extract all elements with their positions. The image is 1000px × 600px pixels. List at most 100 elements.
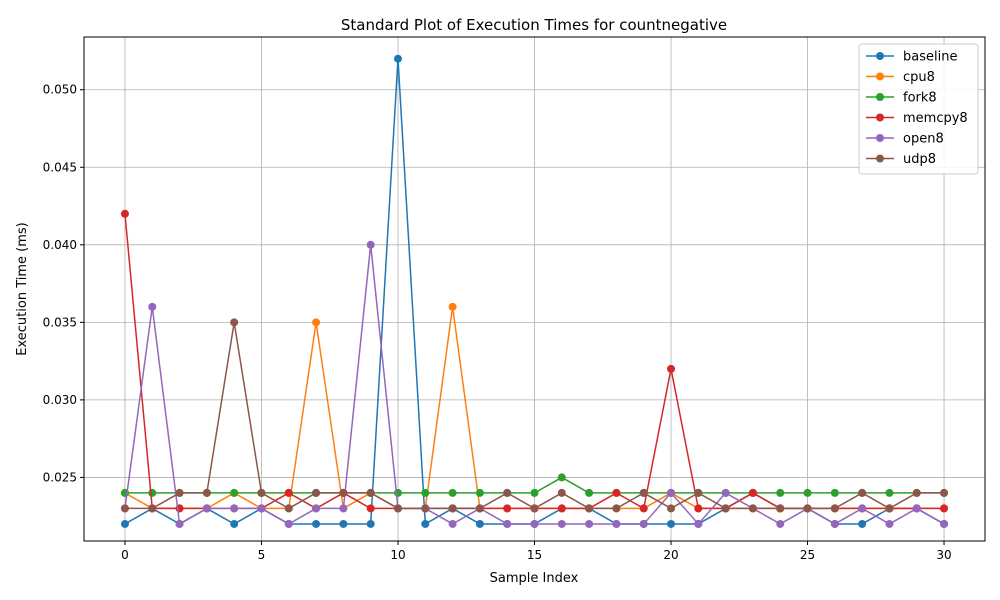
data-point-udp8 bbox=[421, 504, 430, 513]
data-point-open8 bbox=[339, 504, 348, 513]
data-point-udp8 bbox=[366, 488, 375, 497]
data-point-open8 bbox=[202, 504, 211, 513]
series-layer bbox=[120, 54, 949, 528]
data-point-fork8 bbox=[830, 488, 839, 497]
data-point-baseline bbox=[393, 54, 402, 63]
data-point-udp8 bbox=[339, 488, 348, 497]
data-point-baseline bbox=[312, 519, 321, 528]
data-point-udp8 bbox=[667, 504, 676, 513]
data-point-udp8 bbox=[230, 318, 239, 327]
data-point-udp8 bbox=[530, 504, 539, 513]
data-point-open8 bbox=[885, 519, 894, 528]
data-point-baseline bbox=[120, 519, 129, 528]
x-tick-label: 25 bbox=[800, 548, 815, 562]
data-point-baseline bbox=[858, 519, 867, 528]
data-point-open8 bbox=[284, 519, 293, 528]
x-tick-label: 30 bbox=[936, 548, 951, 562]
data-point-udp8 bbox=[694, 488, 703, 497]
data-point-udp8 bbox=[557, 488, 566, 497]
data-point-udp8 bbox=[393, 504, 402, 513]
data-point-udp8 bbox=[120, 504, 129, 513]
chart-title: Standard Plot of Execution Times for cou… bbox=[341, 16, 727, 34]
data-point-memcpy8 bbox=[612, 488, 621, 497]
data-point-open8 bbox=[612, 519, 621, 528]
data-point-open8 bbox=[530, 519, 539, 528]
data-point-udp8 bbox=[148, 504, 157, 513]
y-tick-label: 0.030 bbox=[43, 393, 77, 407]
legend-marker bbox=[876, 134, 884, 142]
x-tick-label: 10 bbox=[390, 548, 405, 562]
data-point-memcpy8 bbox=[284, 488, 293, 497]
data-point-udp8 bbox=[585, 504, 594, 513]
legend-marker bbox=[876, 52, 884, 60]
y-axis-title: Execution Time (ms) bbox=[15, 222, 30, 355]
data-point-memcpy8 bbox=[366, 504, 375, 513]
y-tick-label: 0.050 bbox=[43, 83, 77, 97]
legend-marker bbox=[876, 154, 884, 163]
data-point-fork8 bbox=[475, 488, 484, 497]
x-tick-label: 15 bbox=[527, 548, 542, 562]
data-point-fork8 bbox=[421, 488, 430, 497]
data-point-open8 bbox=[312, 504, 321, 513]
data-point-open8 bbox=[639, 519, 648, 528]
data-point-udp8 bbox=[940, 488, 949, 497]
data-point-memcpy8 bbox=[557, 504, 566, 513]
data-point-open8 bbox=[585, 519, 594, 528]
data-point-udp8 bbox=[748, 504, 757, 513]
data-point-fork8 bbox=[803, 488, 812, 497]
data-point-open8 bbox=[148, 302, 157, 311]
data-point-udp8 bbox=[475, 504, 484, 513]
data-point-open8 bbox=[830, 519, 839, 528]
data-point-open8 bbox=[858, 504, 867, 513]
legend-label: open8 bbox=[903, 132, 944, 147]
data-point-udp8 bbox=[284, 504, 293, 513]
data-point-memcpy8 bbox=[940, 504, 949, 513]
data-point-fork8 bbox=[148, 488, 157, 497]
data-point-fork8 bbox=[230, 488, 239, 497]
y-tick-label: 0.045 bbox=[43, 160, 77, 174]
data-point-open8 bbox=[448, 519, 457, 528]
legend-item-memcpy8: memcpy8 bbox=[866, 111, 968, 126]
x-axis-title: Sample Index bbox=[490, 571, 579, 586]
data-point-fork8 bbox=[393, 488, 402, 497]
data-point-udp8 bbox=[912, 488, 921, 497]
data-point-open8 bbox=[721, 488, 730, 497]
legend-label: baseline bbox=[903, 50, 957, 65]
data-point-udp8 bbox=[448, 504, 457, 513]
data-point-baseline bbox=[339, 519, 348, 528]
legend-label: udp8 bbox=[903, 152, 936, 167]
grid-lines bbox=[84, 37, 985, 541]
data-point-baseline bbox=[421, 519, 430, 528]
data-point-udp8 bbox=[503, 488, 512, 497]
legend: baseline cpu8 fork8 memcpy8 open8 udp8 bbox=[858, 43, 979, 175]
data-point-udp8 bbox=[612, 504, 621, 513]
legend-marker bbox=[876, 93, 884, 101]
data-point-udp8 bbox=[830, 504, 839, 513]
legend-label: memcpy8 bbox=[903, 111, 968, 126]
legend-item-baseline: baseline bbox=[866, 50, 957, 65]
y-tick-label: 0.040 bbox=[43, 238, 77, 252]
x-tick-label: 20 bbox=[663, 548, 678, 562]
data-point-baseline bbox=[475, 519, 484, 528]
legend-marker bbox=[876, 113, 884, 122]
data-point-memcpy8 bbox=[667, 364, 676, 373]
data-point-open8 bbox=[694, 519, 703, 528]
data-point-open8 bbox=[257, 504, 266, 513]
legend-item-udp8: udp8 bbox=[866, 152, 936, 167]
data-point-open8 bbox=[667, 488, 676, 497]
data-point-fork8 bbox=[448, 488, 457, 497]
data-point-udp8 bbox=[639, 488, 648, 497]
data-point-memcpy8 bbox=[639, 504, 648, 513]
legend-label: cpu8 bbox=[903, 70, 935, 85]
data-point-udp8 bbox=[202, 488, 211, 497]
legend-item-open8: open8 bbox=[866, 132, 944, 147]
data-point-udp8 bbox=[257, 488, 266, 497]
data-point-memcpy8 bbox=[694, 504, 703, 513]
data-point-memcpy8 bbox=[748, 488, 757, 497]
data-point-open8 bbox=[366, 240, 375, 249]
data-point-memcpy8 bbox=[120, 209, 129, 218]
data-point-udp8 bbox=[175, 488, 184, 497]
data-point-open8 bbox=[230, 504, 239, 513]
x-tick-label: 0 bbox=[121, 548, 129, 562]
data-point-fork8 bbox=[530, 488, 539, 497]
